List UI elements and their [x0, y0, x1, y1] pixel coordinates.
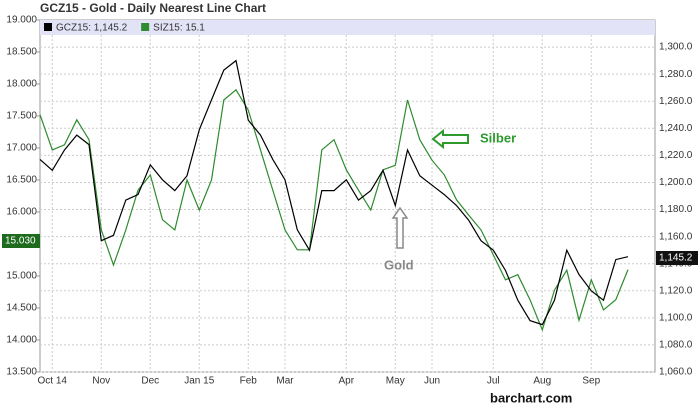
y2-tick-label: 1,240.0 — [659, 123, 693, 134]
y2-tick-label: 1,120.0 — [659, 285, 693, 296]
y2-tick-label: 1,080.0 — [659, 340, 693, 351]
y-tick-label: 19.000 — [6, 15, 37, 26]
x-tick-label: May — [386, 376, 405, 387]
y2-tick-label: 1,060.0 — [659, 367, 693, 378]
y-tick-label: 17.500 — [6, 111, 37, 122]
x-tick-label: Jun — [424, 376, 440, 387]
y-tick-label: 16.500 — [6, 175, 37, 186]
y2-tick-label: 1,160.0 — [659, 231, 693, 242]
x-tick-label: Dec — [141, 376, 159, 387]
silver-arrow — [431, 128, 469, 150]
y-tick-label: 13.500 — [6, 367, 37, 378]
x-tick-label: Mar — [276, 376, 294, 387]
y2-tick-label: 1,220.0 — [659, 150, 693, 161]
current-y2-label: 1,145.2 — [659, 253, 693, 264]
y2-tick-label: 1,300.0 — [659, 42, 693, 53]
y2-tick-label: 1,180.0 — [659, 204, 693, 215]
y-tick-label: 14.500 — [6, 303, 37, 314]
y-tick-label: 15.000 — [6, 271, 37, 282]
current-y-label: 15.030 — [5, 236, 36, 247]
y2-tick-label: 1,100.0 — [659, 312, 693, 323]
current-y-box — [2, 234, 40, 248]
x-tick-label: Nov — [92, 376, 110, 387]
x-tick-label: Feb — [240, 376, 258, 387]
y-tick-label: 18.000 — [6, 79, 37, 90]
y-tick-label: 17.000 — [6, 143, 37, 154]
gold-annotation: Gold — [384, 257, 414, 272]
x-tick-label: Sep — [582, 376, 600, 387]
source: barchart.com — [490, 390, 572, 405]
legend-swatch — [44, 23, 52, 31]
legend-swatch — [141, 23, 150, 31]
chart-title: GCZ15 - Gold - Daily Nearest Line Chart — [40, 1, 266, 15]
series-line — [39, 59, 629, 326]
x-tick-label: Jul — [487, 376, 500, 387]
legend-label: SIZ15: 15.1 — [153, 23, 205, 34]
legend-label: GCZ15: 1,145.2 — [56, 23, 128, 34]
current-y2-box — [656, 251, 698, 265]
x-tick-label: Apr — [338, 376, 354, 387]
y2-tick-label: 1,200.0 — [659, 177, 693, 188]
gold-arrow — [391, 206, 409, 249]
x-tick-label: Jan 15 — [184, 376, 214, 387]
y-tick-label: 18.500 — [6, 47, 37, 58]
silver-annotation: Silber — [480, 130, 516, 145]
y-tick-label: 14.000 — [6, 335, 37, 346]
x-tick-label: Oct 14 — [38, 376, 68, 387]
y-tick-label: 16.000 — [6, 207, 37, 218]
y2-tick-label: 1,280.0 — [659, 69, 693, 80]
x-tick-label: Aug — [533, 376, 551, 387]
series-line — [39, 88, 629, 332]
legend-band — [40, 20, 655, 35]
legend: GCZ15: 1,145.2 SIZ15: 15.1 — [44, 23, 205, 34]
y2-tick-label: 1,260.0 — [659, 96, 693, 107]
